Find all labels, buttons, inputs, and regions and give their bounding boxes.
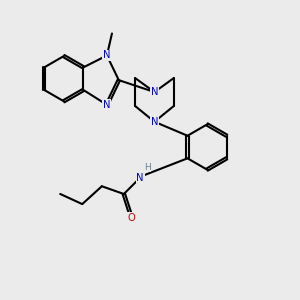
Text: N: N: [103, 50, 111, 61]
Text: N: N: [136, 172, 144, 183]
Text: N: N: [151, 117, 158, 127]
Text: N: N: [151, 87, 158, 97]
Text: O: O: [128, 213, 135, 223]
Text: N: N: [103, 100, 111, 110]
Text: H: H: [144, 163, 150, 172]
